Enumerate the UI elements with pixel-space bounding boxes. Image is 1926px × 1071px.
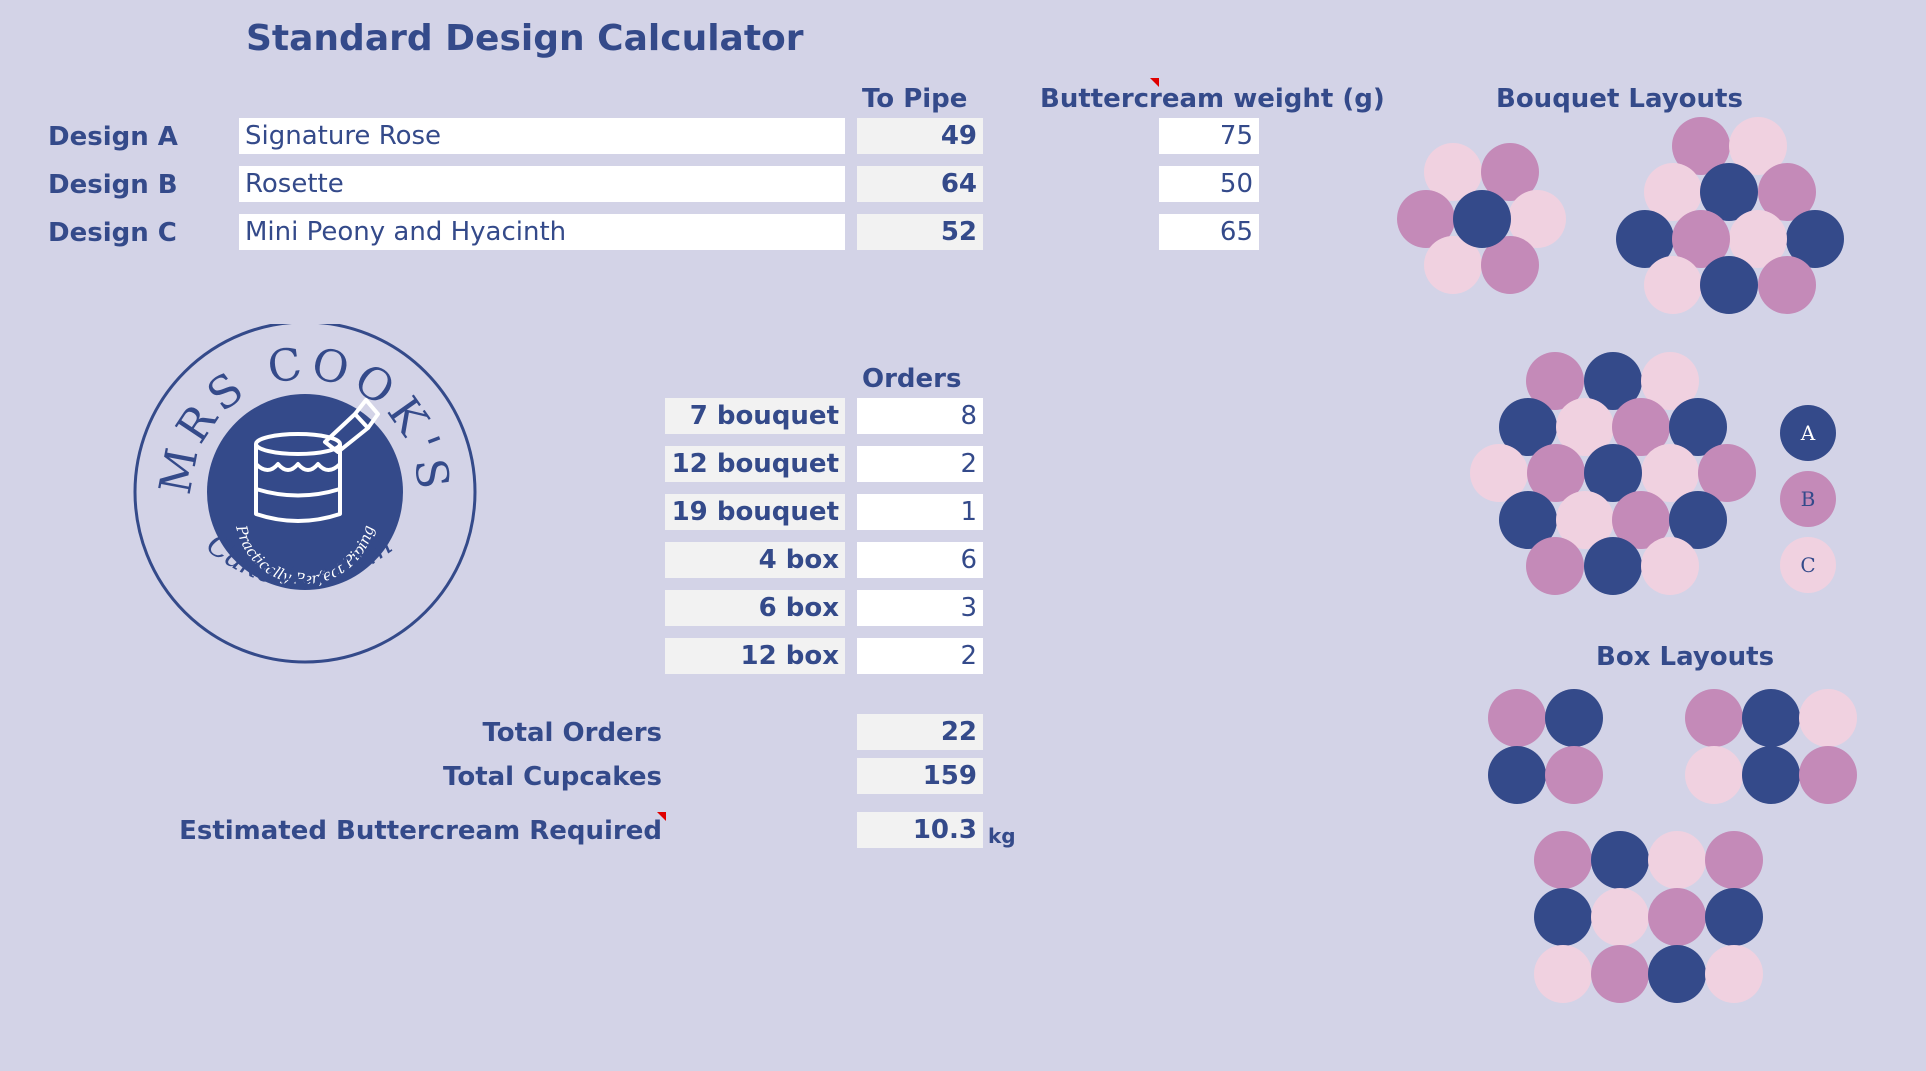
order-4-box-label[interactable]: 4 box: [665, 542, 845, 578]
design-a-name-cell[interactable]: Signature Rose: [239, 118, 845, 154]
design-b-weight-cell[interactable]: 50: [1159, 166, 1259, 202]
legend-c: C: [1780, 537, 1836, 593]
order-6-box-qty[interactable]: 3: [857, 590, 983, 626]
order-12-box-qty[interactable]: 2: [857, 638, 983, 674]
order-6-box-label[interactable]: 6 box: [665, 590, 845, 626]
legend-a: A: [1780, 405, 1836, 461]
header-buttercream-weight: Buttercream weight (g): [1040, 84, 1385, 114]
buttercream-unit: kg: [988, 824, 1016, 848]
design-a-to-pipe-cell[interactable]: 49: [857, 118, 983, 154]
header-box-layouts: Box Layouts: [1596, 642, 1775, 672]
cake-icon: [254, 398, 380, 523]
design-b-to-pipe-cell[interactable]: 64: [857, 166, 983, 202]
design-b-name-cell[interactable]: Rosette: [239, 166, 845, 202]
design-a-weight-cell[interactable]: 75: [1159, 118, 1259, 154]
buttercream-required-label: Estimated Buttercream Required: [179, 816, 662, 846]
header-bouquet-layouts: Bouquet Layouts: [1496, 84, 1743, 114]
order-4-box-qty[interactable]: 6: [857, 542, 983, 578]
design-c-name-cell[interactable]: Mini Peony and Hyacinth: [239, 214, 845, 250]
total-orders-label: Total Orders: [482, 718, 662, 748]
order-12-box-label[interactable]: 12 box: [665, 638, 845, 674]
buttercream-required-cell[interactable]: 10.3: [857, 812, 983, 848]
design-c-label: Design C: [48, 218, 177, 248]
order-7-bouquet-qty[interactable]: 8: [857, 398, 983, 434]
page-title: Standard Design Calculator: [246, 18, 804, 59]
total-orders-cell[interactable]: 22: [857, 714, 983, 750]
header-to-pipe: To Pipe: [862, 84, 968, 114]
order-7-bouquet-label[interactable]: 7 bouquet: [665, 398, 845, 434]
order-12-bouquet-label[interactable]: 12 bouquet: [665, 446, 845, 482]
design-a-label: Design A: [48, 122, 178, 152]
logo: MRS COOK'S Practically Perfect Piping Ca…: [120, 297, 480, 664]
comment-indicator[interactable]: [1150, 78, 1159, 87]
comment-indicator[interactable]: [657, 812, 666, 821]
header-orders: Orders: [862, 364, 962, 394]
order-19-bouquet-qty[interactable]: 1: [857, 494, 983, 530]
order-19-bouquet-label[interactable]: 19 bouquet: [665, 494, 845, 530]
total-cupcakes-cell[interactable]: 159: [857, 758, 983, 794]
total-cupcakes-label: Total Cupcakes: [443, 762, 662, 792]
order-12-bouquet-qty[interactable]: 2: [857, 446, 983, 482]
design-b-label: Design B: [48, 170, 178, 200]
design-c-weight-cell[interactable]: 65: [1159, 214, 1259, 250]
legend-b: B: [1780, 471, 1836, 527]
design-c-to-pipe-cell[interactable]: 52: [857, 214, 983, 250]
